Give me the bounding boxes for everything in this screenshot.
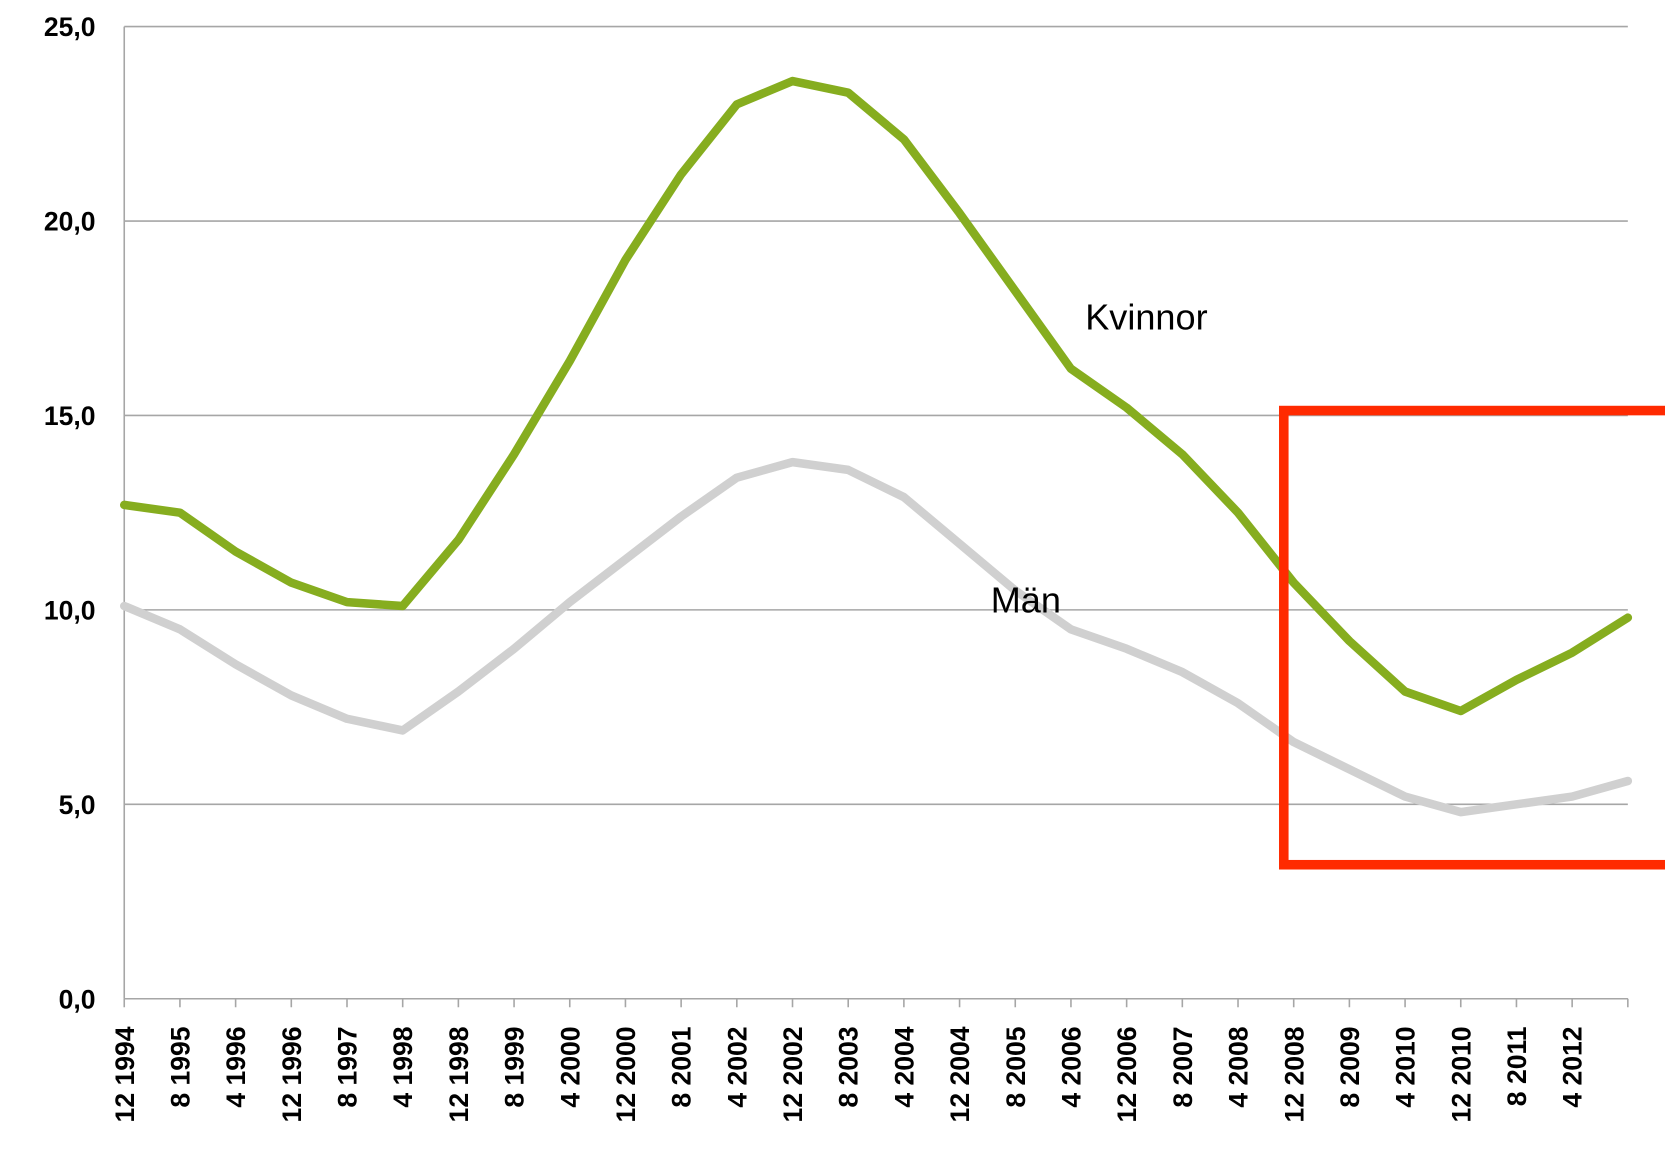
- x-tick-label: 8 1997: [333, 1026, 363, 1107]
- x-tick-label: 4 2006: [1057, 1026, 1087, 1107]
- x-tick-label: 8 2009: [1335, 1026, 1365, 1107]
- y-tick-label: 25,0: [44, 12, 96, 42]
- x-tick-label: 8 2001: [667, 1026, 697, 1108]
- x-tick-label: 8 1995: [166, 1026, 196, 1108]
- y-tick-label: 15,0: [44, 401, 96, 431]
- x-tick-label: 4 2012: [1558, 1026, 1588, 1107]
- x-tick-label: 12 2006: [1112, 1026, 1142, 1122]
- x-tick-label: 4 2010: [1391, 1026, 1421, 1107]
- x-tick-label: 12 2000: [611, 1026, 641, 1122]
- x-tick-label: 12 2008: [1279, 1026, 1309, 1122]
- y-tick-label: 10,0: [44, 595, 96, 625]
- y-tick-label: 5,0: [59, 790, 96, 820]
- x-tick-label: 4 2004: [889, 1026, 919, 1108]
- x-tick-label: 12 1996: [277, 1026, 307, 1122]
- x-tick-label: 4 2000: [555, 1026, 585, 1107]
- x-tick-label: 4 1996: [221, 1026, 251, 1107]
- y-tick-label: 0,0: [59, 984, 96, 1014]
- x-tick-label: 8 2007: [1168, 1026, 1198, 1107]
- x-tick-label: 8 2003: [834, 1026, 864, 1107]
- x-tick-label: 12 1998: [444, 1026, 474, 1122]
- highlight-box: [1279, 405, 1665, 870]
- plot: 0,0 5,0 10,0 15,0 20,0 25,0 12 1994 8 1995 4 199…: [44, 12, 1633, 1122]
- y-tick-label: 20,0: [44, 207, 96, 237]
- x-tick-label: 4 1998: [388, 1026, 418, 1107]
- series-line: [119, 457, 1633, 817]
- x-tick-label: 8 1999: [500, 1026, 530, 1107]
- x-tick-label: 4 2002: [722, 1026, 752, 1107]
- x-tick-label: 12 2004: [945, 1026, 975, 1122]
- x-tick-label: 12 2010: [1446, 1026, 1476, 1122]
- x-tick-label: 8 2005: [1001, 1026, 1031, 1108]
- x-tick-label: 8 2011: [1502, 1026, 1532, 1106]
- x-tick-label: 4 2008: [1224, 1026, 1254, 1107]
- series-label: Män: [991, 580, 1061, 621]
- x-tick-label: 12 2002: [778, 1026, 808, 1122]
- series-line: [119, 76, 1633, 716]
- series-label: Kvinnor: [1085, 297, 1207, 338]
- x-tick-label: 12 1994: [110, 1026, 140, 1122]
